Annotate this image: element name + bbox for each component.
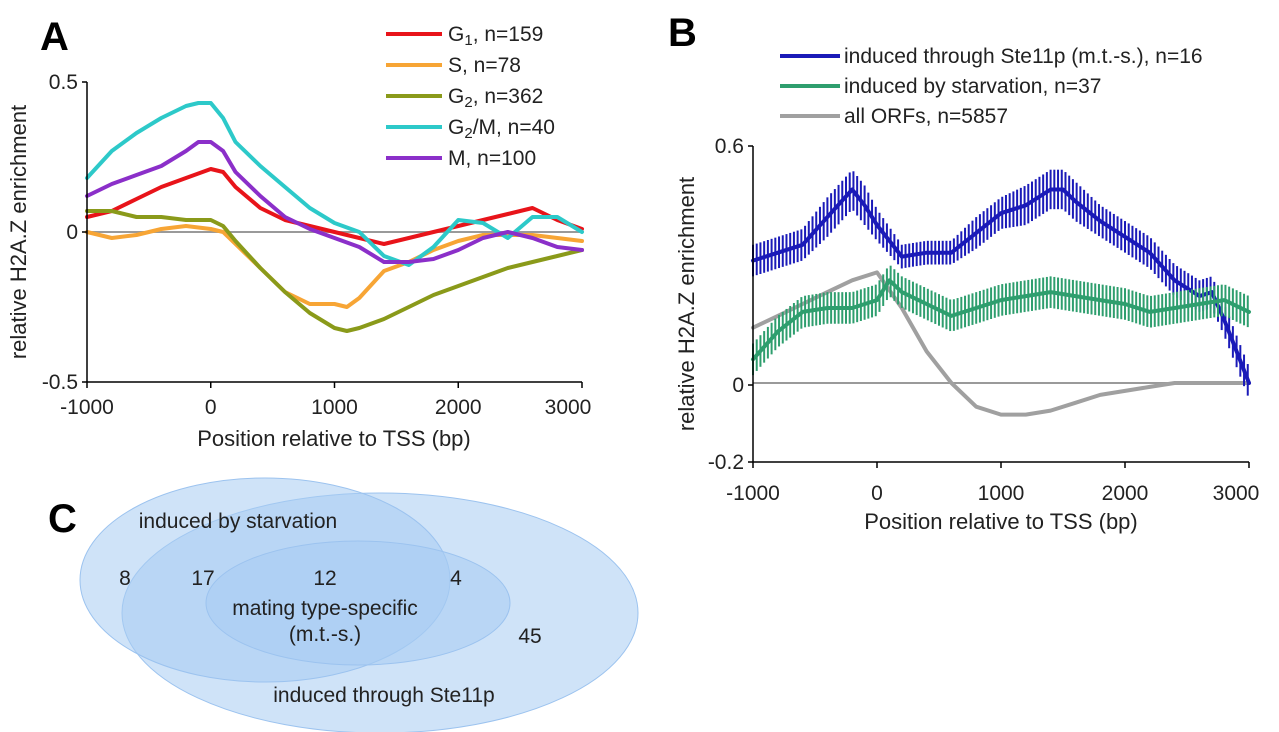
panel-a-x-tick-label: -1000 — [60, 396, 114, 419]
panel-b-y-tick-label: -0.2 — [708, 451, 744, 474]
panel-a-series-line-m-n-100 — [85, 140, 584, 264]
venn-label-ste11: induced through Ste11p — [273, 684, 494, 707]
panel-b-chart: 0.6 0 -0.2 -1000 0 1000 2000 3000 Positi… — [674, 45, 1259, 534]
panel-c-venn: induced by starvation mating type-specif… — [79, 477, 639, 732]
panel-a-x-tick-label: 0 — [205, 396, 217, 419]
venn-count-ste11-mts: 4 — [450, 567, 462, 590]
panel-a-series-line-g2-n-362 — [85, 209, 584, 333]
panel-b-x-tick-label: 2000 — [1102, 482, 1149, 505]
panel-a-y-tick-label: 0.5 — [49, 71, 78, 94]
legend-label-starvation: induced by starvation, n=37 — [844, 75, 1101, 98]
panel-a-x-tick-label: 1000 — [311, 396, 358, 419]
panel-a-x-tick-label: 3000 — [545, 396, 592, 419]
panel-a-y-tick-label: -0.5 — [42, 371, 78, 394]
panel-b-y-tick-label: 0 — [732, 374, 744, 397]
panel-a-legend: G1, n=159 S, n=78 G2, n=362 G2/M, n=40 M… — [386, 23, 555, 170]
panel-b-letter: B — [668, 11, 697, 55]
legend-label-all-orfs: all ORFs, n=5857 — [844, 105, 1008, 128]
legend-label-g1: G1, n=159 — [448, 23, 543, 49]
panel-b-series-line-induced-through-ste11p-m-t-s-n-16 — [751, 187, 1251, 385]
legend-label-m: M, n=100 — [448, 147, 536, 170]
venn-set-mating-type-specific — [205, 540, 511, 666]
panel-a-x-axis-title: Position relative to TSS (bp) — [197, 426, 471, 451]
panel-a-series-line-g2-m-n-40 — [85, 101, 584, 267]
venn-count-all-three: 12 — [313, 567, 336, 590]
panel-b-y-tick-label: 0.6 — [715, 135, 744, 158]
panel-b-series-line-induced-by-starvation-n-37 — [751, 278, 1251, 362]
panel-a-y-tick-label: 0 — [66, 221, 78, 244]
panel-b-x-tick-label: 1000 — [978, 482, 1025, 505]
venn-count-starvation-ste11: 17 — [191, 567, 214, 590]
venn-label-mts: mating type-specific — [232, 597, 418, 620]
venn-label-mts-abbrev: (m.t.-s.) — [289, 623, 361, 646]
panel-b-x-tick-label: 0 — [871, 482, 883, 505]
panel-a-series-line-g1-n-159 — [85, 167, 584, 246]
legend-label-ste11: induced through Ste11p (m.t.-s.), n=16 — [844, 45, 1203, 68]
panel-b-plot-area — [751, 169, 1251, 417]
panel-b-x-tick-label: -1000 — [726, 482, 780, 505]
legend-label-g2: G2, n=362 — [448, 85, 543, 111]
panel-a-letter: A — [40, 15, 69, 59]
panel-a-y-axis-title: relative H2A.Z enrichment — [6, 105, 31, 359]
panel-b-x-axis-title: Position relative to TSS (bp) — [864, 509, 1138, 534]
panel-b-x-tick-label: 3000 — [1213, 482, 1260, 505]
panel-c-letter: C — [48, 497, 77, 541]
panel-a-chart: 0.5 0 -0.5 -1000 0 1000 2000 3000 Positi… — [6, 23, 591, 451]
panel-a-x-tick-label: 2000 — [435, 396, 482, 419]
panel-a-plot-area — [85, 101, 584, 333]
panel-b-y-axis-title: relative H2A.Z enrichment — [674, 177, 699, 431]
venn-count-starvation-only: 8 — [119, 567, 131, 590]
venn-count-ste11-only: 45 — [518, 625, 541, 648]
legend-label-g2m: G2/M, n=40 — [448, 116, 555, 142]
panel-b-series-line-all-orfs-n-5857 — [751, 270, 1251, 417]
legend-label-s: S, n=78 — [448, 54, 521, 77]
panel-b-legend: induced through Ste11p (m.t.-s.), n=16 i… — [780, 45, 1203, 128]
venn-label-starvation: induced by starvation — [139, 510, 337, 533]
